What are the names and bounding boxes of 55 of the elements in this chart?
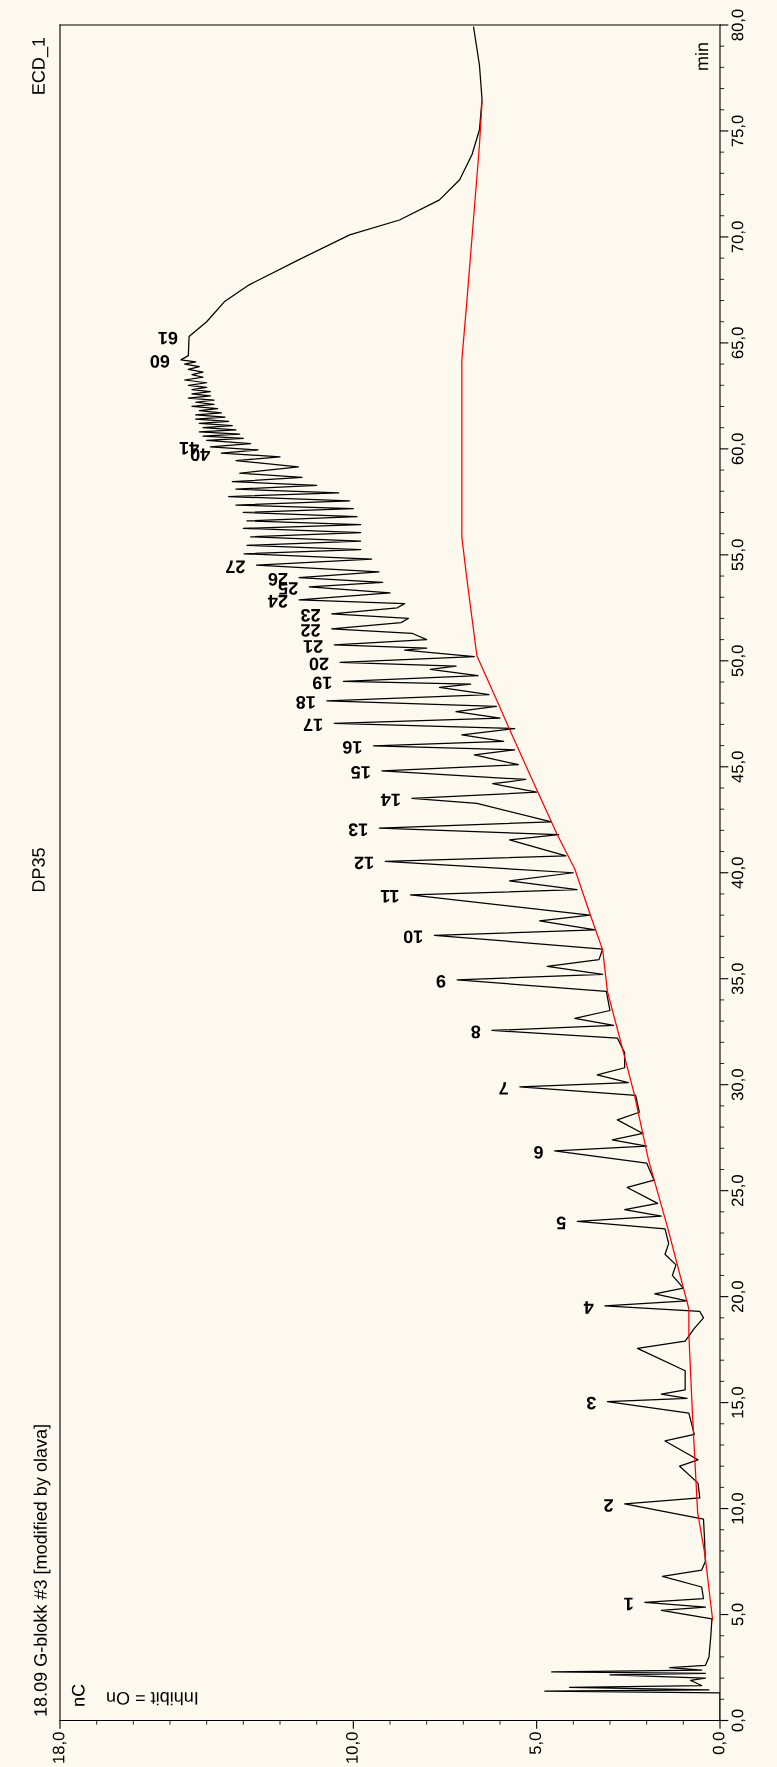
annotation: 14 [380,793,400,807]
line-series [461,101,714,1621]
y-tick-label: 0,0 [731,1709,746,1732]
y-tick-label: 35,0 [731,963,746,995]
y-tick-label: 80,0 [731,9,746,41]
annotation: 16 [342,740,362,754]
annotation: 60 [150,355,170,368]
annotation: 20 [309,657,329,671]
annotation: 9 [436,974,446,988]
text: DP35 [32,848,45,892]
annotation: 8 [471,1025,481,1039]
annotation: 7 [499,1082,508,1095]
y-tick-label: 45,0 [731,751,746,783]
y-tick-label: 40,0 [731,857,746,889]
annotation: 24 [267,595,288,608]
y-tick-label: 25,0 [731,1175,746,1207]
annotation: 23 [301,608,320,622]
annotation: 2 [604,1499,613,1512]
annotation: Inhibit = On [107,1691,198,1706]
x-tick-label: 10,0 [346,1732,360,1763]
annotation: 61 [158,331,178,345]
annotation: 19 [312,676,332,690]
x-tick-label: 18,0 [52,1732,67,1763]
x-tick-label: 0,0 [712,1732,727,1755]
annotation: 27 [226,560,245,574]
y-tick-label: 55,0 [731,539,746,571]
annotation: 22 [301,624,320,637]
text: 18.09 G-blokk #3 [modified by olava] [33,1425,51,1716]
annotation: 12 [354,856,373,870]
annotation: 11 [380,890,399,903]
annotation: 18 [296,696,315,709]
annotation: 3 [586,1396,596,1410]
annotation: 21 [303,640,323,653]
annotation: nC [71,1684,85,1706]
annotation: 13 [348,823,368,837]
annotation: 17 [303,718,323,732]
y-tick-label: 20,0 [731,1281,746,1312]
y-tick-label: 15,0 [731,1387,746,1418]
y-tick-label: 70,0 [731,221,746,253]
y-tick-label: 75,0 [731,115,746,147]
y-tick-label: 30,0 [731,1069,746,1101]
annotation: 10 [403,930,423,944]
y-tick-label: 65,0 [731,327,746,359]
annotation: 5 [556,1216,566,1230]
annotation: 6 [534,1145,543,1159]
annotation: 4 [583,1301,594,1314]
text: ECD_1 [32,37,49,94]
y-tick-label: 60,0 [731,433,746,465]
y-tick-label: 10,0 [731,1492,746,1524]
annotation: 15 [351,765,370,779]
y-axis-title: min [695,43,709,70]
y-tick-label: 50,0 [731,645,746,677]
annotation: 1 [624,1597,633,1611]
x-tick-label: 5,0 [529,1732,544,1755]
y-tick-label: 5,0 [731,1603,746,1626]
